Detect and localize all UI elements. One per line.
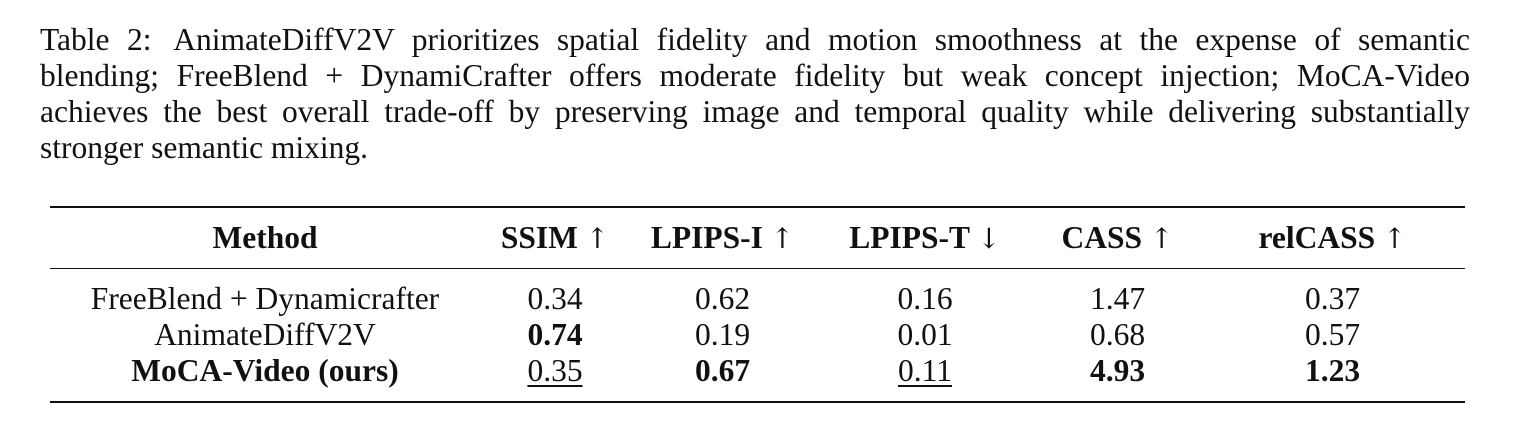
arrow-down-icon: ↓ [977, 222, 1001, 255]
cell-relcass: 1.23 [1304, 353, 1361, 388]
header-method: Method [212, 220, 318, 255]
arrow-up-icon: ↑ [1149, 222, 1174, 255]
cell-relcass: 0.57 [1304, 317, 1361, 352]
header-lpips-t: LPIPS-T ↓ [849, 220, 1001, 255]
cell-cass: 1.47 [1089, 281, 1146, 316]
caption-text: AnimateDiffV2V prioritizes spatial fidel… [40, 22, 1470, 165]
cell-cass: 0.68 [1089, 317, 1146, 352]
cell-lpips-t: 0.11 [898, 353, 952, 388]
arrow-up-icon: ↑ [770, 222, 795, 255]
header-relcass: relCASS ↑ [1258, 220, 1407, 255]
table-row: FreeBlend + Dynamicrafter 0.34 0.62 0.16… [50, 269, 1465, 318]
arrow-up-icon: ↑ [585, 222, 610, 255]
cell-lpips-t: 0.01 [897, 317, 953, 352]
table-row: MoCA-Video (ours) 0.35 0.67 0.11 4.93 1.… [50, 353, 1465, 402]
table-header-row: Method SSIM ↑ LPIPS-I ↑ LPIPS-T ↓ CASS ↑… [50, 207, 1465, 269]
cell-method: AnimateDiffV2V [154, 317, 376, 352]
cell-relcass: 0.37 [1304, 281, 1361, 316]
cell-cass: 4.93 [1089, 353, 1146, 388]
results-table: Method SSIM ↑ LPIPS-I ↑ LPIPS-T ↓ CASS ↑… [50, 206, 1465, 403]
header-ssim: SSIM ↑ [500, 220, 610, 255]
header-cass: CASS ↑ [1061, 220, 1174, 255]
cell-lpips-t: 0.16 [897, 281, 953, 316]
results-table-container: Method SSIM ↑ LPIPS-I ↑ LPIPS-T ↓ CASS ↑… [50, 206, 1465, 403]
caption-label: Table 2: [40, 22, 152, 57]
cell-method: MoCA-Video (ours) [131, 353, 399, 388]
cell-ssim: 0.35 [527, 353, 583, 388]
cell-ssim: 0.34 [527, 281, 583, 316]
arrow-up-icon: ↑ [1383, 222, 1407, 255]
cell-lpips-i: 0.67 [694, 353, 751, 388]
cell-ssim: 0.74 [527, 317, 583, 352]
table-row: AnimateDiffV2V 0.74 0.19 0.01 0.68 0.57 [50, 317, 1465, 353]
cell-method: FreeBlend + Dynamicrafter [90, 281, 440, 316]
cell-lpips-i: 0.19 [694, 317, 751, 352]
table-caption: Table 2: AnimateDiffV2V prioritizes spat… [40, 22, 1470, 166]
cell-lpips-i: 0.62 [694, 281, 751, 316]
header-lpips-i: LPIPS-I ↑ [650, 220, 795, 255]
